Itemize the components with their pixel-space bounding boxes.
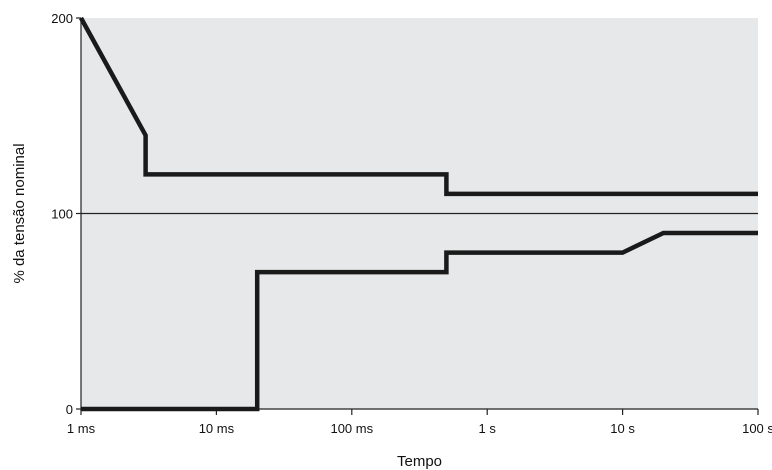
y-tick-label: 100 — [51, 207, 73, 222]
series-line-1 — [79, 16, 758, 197]
x-tick-label: 100 s — [742, 421, 772, 436]
y-tick-label: 0 — [66, 402, 73, 417]
series-group — [79, 16, 758, 412]
x-tick-label: 100 ms — [330, 421, 373, 436]
x-tick-label: 1 s — [479, 421, 497, 436]
x-axis-title: Tempo — [397, 453, 442, 470]
x-tick-label: 1 ms — [67, 421, 96, 436]
x-tick-label: 10 s — [610, 421, 635, 436]
series-line-2 — [81, 230, 758, 412]
x-tick-label: 10 ms — [199, 421, 235, 436]
tick-labels: 1 ms 10 ms 100 ms 1 s 10 s 100 s 0 100 200 — [51, 11, 772, 436]
y-axis-title: % da tensão nominal — [11, 143, 28, 283]
y-tick-label: 200 — [51, 11, 73, 26]
